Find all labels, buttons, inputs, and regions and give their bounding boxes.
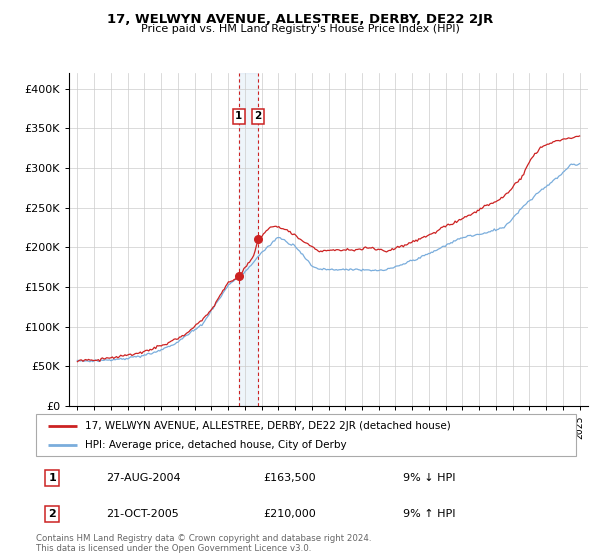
Text: Price paid vs. HM Land Registry's House Price Index (HPI): Price paid vs. HM Land Registry's House … bbox=[140, 24, 460, 34]
Text: 1: 1 bbox=[235, 111, 242, 122]
Text: 27-AUG-2004: 27-AUG-2004 bbox=[106, 473, 181, 483]
Text: 9% ↑ HPI: 9% ↑ HPI bbox=[403, 509, 456, 519]
Text: 2: 2 bbox=[254, 111, 262, 122]
Text: Contains HM Land Registry data © Crown copyright and database right 2024.
This d: Contains HM Land Registry data © Crown c… bbox=[36, 534, 371, 553]
Text: HPI: Average price, detached house, City of Derby: HPI: Average price, detached house, City… bbox=[85, 440, 346, 450]
Text: 2: 2 bbox=[49, 509, 56, 519]
Bar bbox=[239, 73, 258, 406]
Text: 17, WELWYN AVENUE, ALLESTREE, DERBY, DE22 2JR (detached house): 17, WELWYN AVENUE, ALLESTREE, DERBY, DE2… bbox=[85, 421, 451, 431]
Text: £210,000: £210,000 bbox=[263, 509, 316, 519]
Text: 9% ↓ HPI: 9% ↓ HPI bbox=[403, 473, 456, 483]
Text: 1: 1 bbox=[49, 473, 56, 483]
Text: 17, WELWYN AVENUE, ALLESTREE, DERBY, DE22 2JR: 17, WELWYN AVENUE, ALLESTREE, DERBY, DE2… bbox=[107, 13, 493, 26]
Text: 21-OCT-2005: 21-OCT-2005 bbox=[106, 509, 179, 519]
Text: £163,500: £163,500 bbox=[263, 473, 316, 483]
